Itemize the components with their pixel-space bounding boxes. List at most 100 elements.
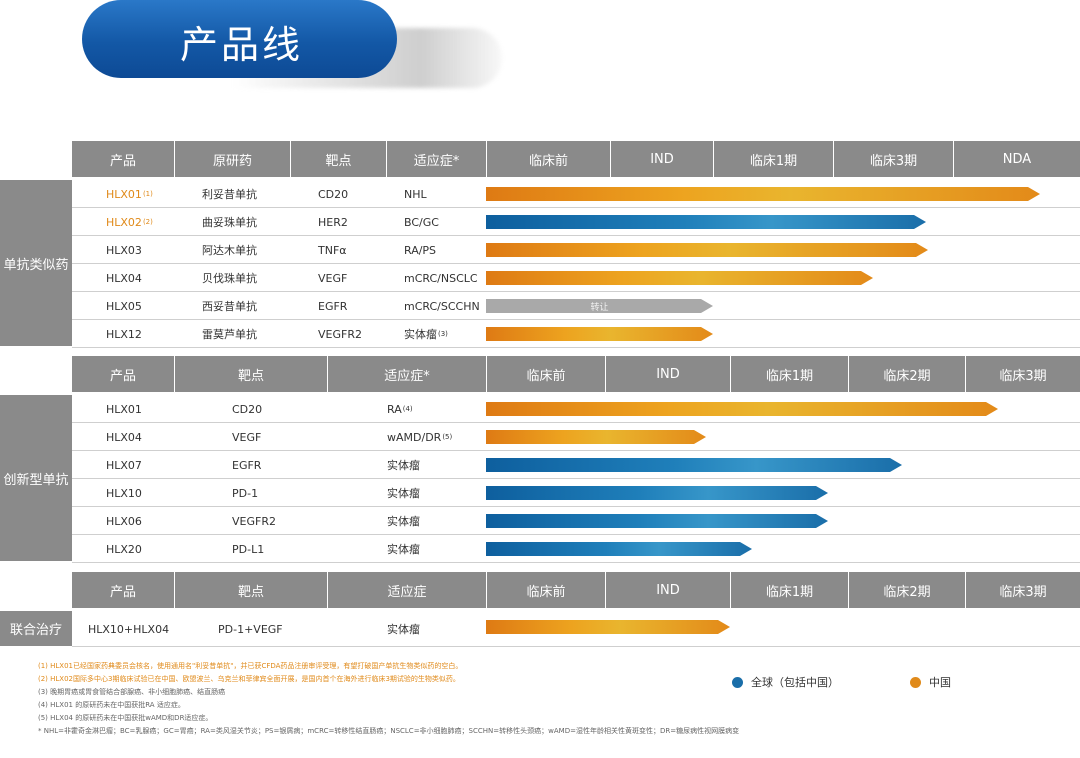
- table-cell: PD-1+VEGF: [218, 611, 318, 647]
- legend-dot-global: [732, 676, 743, 688]
- legend-label-china: 中国: [929, 676, 951, 689]
- cell-text: RA: [387, 402, 402, 416]
- legend-global: 全球（包括中国）: [732, 674, 839, 690]
- progress-bar-orange: [486, 402, 998, 416]
- footnote-marker: (1): [142, 190, 153, 198]
- table-row: HLX07 EGFR 实体瘤: [72, 451, 1080, 479]
- cell-text: HLX12: [106, 327, 142, 341]
- cell-text: PD-L1: [232, 542, 265, 556]
- cell-text: 实体瘤: [387, 515, 420, 528]
- cell-text: CD20: [318, 187, 349, 201]
- combination-header-col: 产品: [109, 584, 136, 600]
- progress-bar-orange: [486, 187, 1040, 201]
- footnote-line: (3) 晚期胃癌或胃食管结合部腺癌、非小细胞肺癌、结直肠癌: [38, 688, 226, 696]
- cell-text: BC/GC: [404, 215, 439, 229]
- bar-label: 转让: [590, 302, 609, 313]
- table-cell: 西妥昔单抗: [202, 292, 292, 320]
- cell-text: HLX02: [106, 215, 142, 229]
- biosimilar-header-col: NDA: [953, 141, 1080, 177]
- cell-text: 实体瘤: [404, 328, 437, 341]
- table-cell: VEGFR2: [318, 320, 384, 348]
- cell-text: mCRC/SCCHN: [404, 299, 480, 313]
- cell-text: HLX04: [106, 271, 142, 285]
- table-cell: HLX03: [106, 236, 174, 264]
- cell-text: VEGFR2: [318, 327, 362, 341]
- table-cell: PD-1: [232, 479, 312, 507]
- biosimilar-header-col: 临床前: [486, 141, 610, 177]
- table-row: HLX10+HLX04 PD-1+VEGF 实体瘤: [72, 611, 1080, 647]
- footnote-line: (2) HLX02国际多中心3期临床试验已在中国、欧盟波兰、乌克兰和菲律宾全面开…: [38, 675, 460, 683]
- table-cell: TNFα: [318, 236, 384, 264]
- innovative-header-col: 临床前: [486, 356, 605, 392]
- legend-china: 中国: [910, 674, 951, 690]
- footnote-line: (1) HLX01已经国家药典委员会核名，使用通用名"利妥昔单抗"，并已获CFD…: [38, 662, 463, 670]
- table-cell: HLX20: [106, 535, 174, 563]
- table-row: HLX01 (1) 利妥昔单抗 CD20 NHL: [72, 180, 1080, 208]
- biosimilar-header-col: 靶点: [290, 141, 386, 177]
- table-cell: HLX01: [106, 395, 174, 423]
- table-cell: HLX12: [106, 320, 174, 348]
- combination-header-col: 靶点: [174, 572, 327, 608]
- progress-bar-blue: [486, 486, 828, 500]
- table-cell: 曲妥珠单抗: [202, 208, 292, 236]
- footnotes: (1) HLX01已经国家药典委员会核名，使用通用名"利妥昔单抗"，并已获CFD…: [38, 660, 798, 738]
- combination-section-label: 联合治疗: [0, 611, 72, 646]
- combination-header-col: 适应症: [327, 572, 486, 608]
- innovative-header-col: 靶点: [174, 356, 327, 392]
- cell-text: HLX01: [106, 187, 142, 201]
- table-row: HLX20 PD-L1 实体瘤: [72, 535, 1080, 563]
- footnote-line: * NHL=非霍奇金淋巴瘤；BC=乳腺癌；GC=胃癌；RA=类风湿关节炎；PS=…: [38, 727, 740, 735]
- table-cell: mCRC/NSCLC: [404, 264, 486, 292]
- cell-text: 实体瘤: [387, 487, 420, 500]
- innovative-header-col: 适应症*: [327, 356, 486, 392]
- progress-bar-orange: [486, 243, 928, 257]
- cell-text: HLX20: [106, 542, 142, 556]
- innovative-header-col: 临床2期: [848, 356, 965, 392]
- table-cell: HLX01 (1): [106, 180, 174, 208]
- table-row: HLX10 PD-1 实体瘤: [72, 479, 1080, 507]
- table-row: HLX12 雷莫芦单抗 VEGFR2 实体瘤 (3): [72, 320, 1080, 348]
- table-row: HLX01 CD20 RA (4): [72, 395, 1080, 423]
- table-cell: HLX04: [106, 264, 174, 292]
- table-cell: HER2: [318, 208, 384, 236]
- cell-text: 曲妥珠单抗: [202, 216, 257, 229]
- cell-text: HLX10: [106, 486, 142, 500]
- legend-label-global: 全球（包括中国）: [751, 676, 839, 689]
- table-cell: RA/PS: [404, 236, 486, 264]
- cell-text: HLX05: [106, 299, 142, 313]
- table-cell: PD-L1: [232, 535, 312, 563]
- table-cell: HLX06: [106, 507, 174, 535]
- table-cell: BC/GC: [404, 208, 486, 236]
- innovative-header: 产品 靶点 适应症* 临床前 IND 临床1期 临床2期 临床3期: [72, 356, 1080, 392]
- table-cell: 利妥昔单抗: [202, 180, 292, 208]
- table-cell: VEGF: [318, 264, 384, 292]
- table-cell: 贝伐珠单抗: [202, 264, 292, 292]
- biosimilar-section-label: 单抗类似药: [0, 180, 72, 346]
- cell-text: PD-1+VEGF: [218, 622, 283, 636]
- cell-text: CD20: [232, 402, 263, 416]
- cell-text: 利妥昔单抗: [202, 188, 257, 201]
- table-cell: 实体瘤 (3): [404, 320, 486, 348]
- innovative-header-col: 临床1期: [730, 356, 848, 392]
- table-cell: VEGFR2: [232, 507, 312, 535]
- progress-bar-blue: [486, 542, 752, 556]
- progress-bar-blue: [486, 514, 828, 528]
- cell-text: EGFR: [232, 458, 262, 472]
- innovative-header-col: 产品: [109, 368, 136, 384]
- table-cell: EGFR: [232, 451, 312, 479]
- cell-text: VEGF: [232, 430, 262, 444]
- cell-text: HLX03: [106, 243, 142, 257]
- table-cell: 阿达木单抗: [202, 236, 292, 264]
- table-cell: HLX07: [106, 451, 174, 479]
- cell-text: VEGF: [318, 271, 348, 285]
- cell-text: EGFR: [318, 299, 348, 313]
- progress-bar-orange: [486, 271, 873, 285]
- cell-text: 阿达木单抗: [202, 244, 257, 257]
- footnote-marker: (5): [442, 433, 453, 441]
- biosimilar-header-col: 临床3期: [833, 141, 953, 177]
- progress-bar-blue: [486, 458, 902, 472]
- table-cell: NHL: [404, 180, 486, 208]
- table-cell: HLX10+HLX04: [88, 611, 174, 647]
- cell-text: wAMD/DR: [387, 430, 442, 444]
- progress-bar-orange: [486, 430, 706, 444]
